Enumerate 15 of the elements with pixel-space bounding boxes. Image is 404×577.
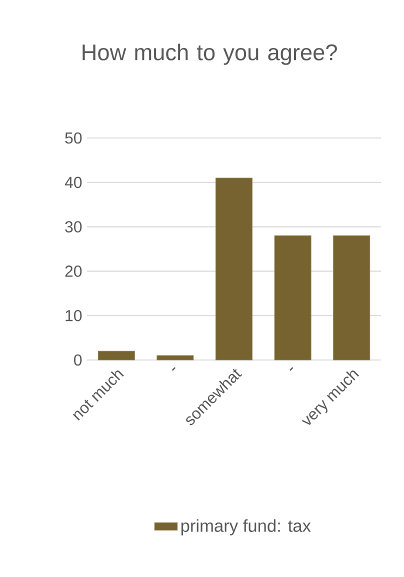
bar bbox=[216, 178, 252, 360]
bar bbox=[274, 235, 312, 360]
x-tick-label: - bbox=[290, 367, 294, 371]
bar bbox=[156, 355, 194, 360]
y-tick-label: 50 bbox=[65, 132, 82, 144]
bar bbox=[333, 235, 370, 360]
y-tick-label: 40 bbox=[64, 176, 82, 188]
bar bbox=[98, 350, 135, 360]
legend-label: primary fund: tax bbox=[181, 519, 311, 536]
x-tick-label: - bbox=[172, 367, 176, 371]
y-tick-label: 20 bbox=[65, 266, 82, 277]
y-tick-label: 10 bbox=[66, 310, 82, 322]
y-tick-label: 0 bbox=[74, 354, 82, 366]
chart-title: How much to you agree? bbox=[82, 44, 337, 65]
y-tick-label: 30 bbox=[65, 221, 82, 232]
